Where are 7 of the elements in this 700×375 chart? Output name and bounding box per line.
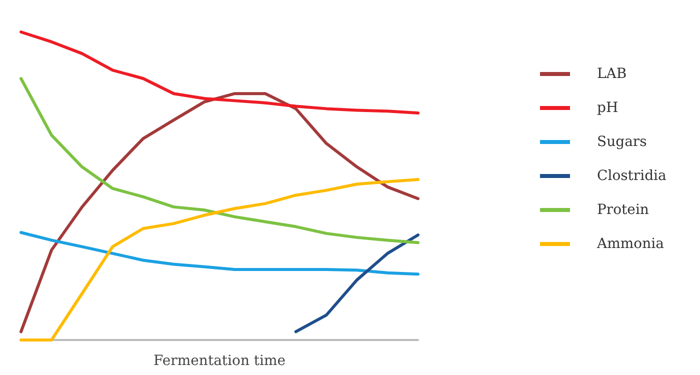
legend-label: Protein bbox=[597, 202, 649, 218]
legend-label: pH bbox=[597, 100, 618, 116]
x-axis-title: Fermentation time bbox=[153, 353, 286, 369]
legend-label: Ammonia bbox=[596, 236, 664, 252]
legend-label: Sugars bbox=[597, 134, 647, 150]
legend-label: LAB bbox=[597, 66, 627, 82]
legend-label: Clostridia bbox=[597, 168, 666, 184]
